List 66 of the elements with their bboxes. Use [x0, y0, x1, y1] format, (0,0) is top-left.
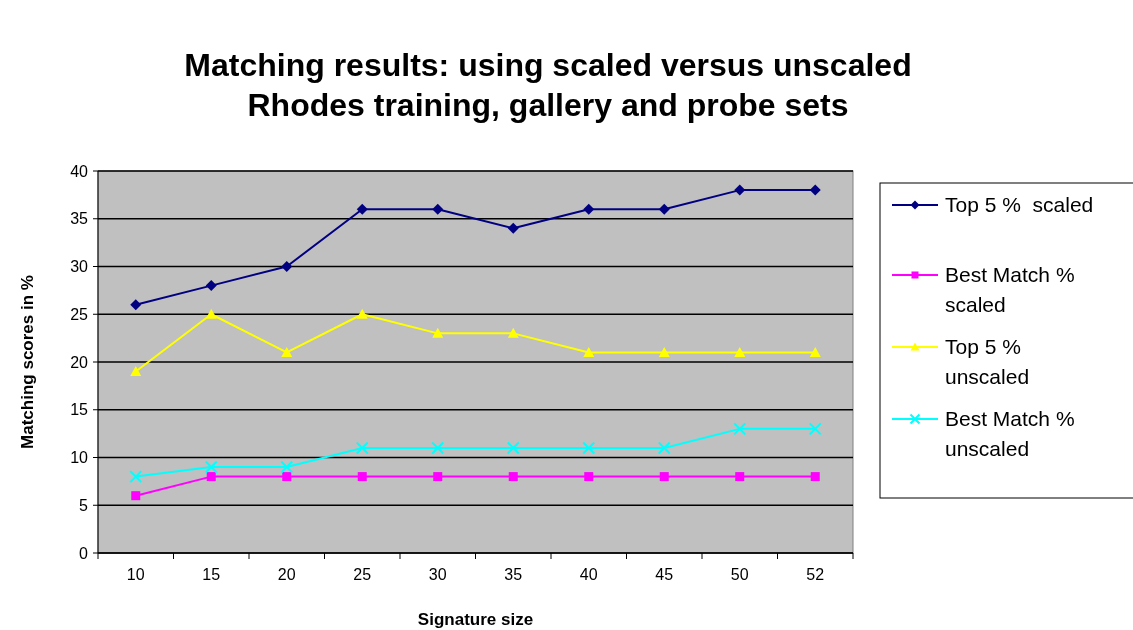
point	[432, 327, 444, 338]
point	[582, 441, 596, 455]
point	[281, 346, 293, 357]
point	[356, 308, 368, 319]
y-tick-label: 10	[70, 449, 89, 467]
point	[355, 441, 369, 455]
point	[657, 441, 671, 455]
y-tick-label: 0	[79, 544, 89, 562]
point	[810, 472, 820, 482]
point	[205, 308, 217, 319]
x-tick-label: 15	[202, 566, 221, 583]
x-tick-label: 35	[504, 566, 523, 583]
y-tick-label: 25	[70, 305, 89, 323]
point	[507, 222, 519, 234]
point	[433, 472, 443, 482]
point	[508, 472, 518, 482]
legend-label: Top 5 % scaled	[945, 193, 1094, 217]
x-tick-label: 50	[730, 566, 749, 583]
point	[431, 441, 445, 455]
point	[204, 460, 218, 474]
x-tick-label: 40	[579, 566, 598, 583]
y-axis-title: Matching scores in %	[18, 275, 37, 449]
point	[280, 460, 294, 474]
point	[658, 203, 670, 215]
point	[432, 203, 444, 215]
y-tick-label: 35	[70, 210, 89, 228]
y-tick-label: 20	[70, 353, 89, 371]
x-tick-label: 25	[353, 566, 372, 583]
y-tick-label: 5	[79, 496, 89, 514]
x-tick-label: 10	[126, 566, 145, 583]
point	[507, 327, 519, 338]
x-tick-label: 20	[277, 566, 296, 583]
chart-title: Matching results: using scaled versus unscaled Rhodes training, gallery and probe sets	[184, 47, 912, 123]
point	[734, 346, 746, 357]
point	[808, 422, 822, 436]
point	[357, 472, 367, 482]
x-tick-label: 30	[428, 566, 447, 583]
point	[659, 472, 669, 482]
point	[809, 184, 821, 196]
point	[129, 470, 143, 484]
legend-label: Best Match % unscaled	[945, 407, 1075, 461]
point	[658, 346, 670, 357]
y-tick-label: 15	[70, 401, 89, 419]
x-tick-label: 45	[655, 566, 674, 583]
legend-label: Top 5 % unscaled	[945, 335, 1030, 389]
point	[733, 422, 747, 436]
legend-label: Best Match % scaled	[945, 263, 1075, 317]
point	[130, 366, 142, 377]
y-tick-label: 40	[70, 162, 89, 180]
point	[506, 441, 520, 455]
point	[206, 472, 216, 482]
point	[205, 280, 217, 292]
point	[734, 184, 746, 196]
point	[583, 203, 595, 215]
x-axis-title: Signature size	[417, 610, 534, 629]
y-tick-label: 30	[70, 258, 89, 276]
point	[131, 491, 141, 501]
point	[735, 472, 745, 482]
point	[130, 299, 142, 311]
point	[356, 203, 368, 215]
point	[583, 346, 595, 357]
point	[281, 261, 293, 272]
point	[584, 472, 594, 482]
point	[282, 472, 292, 482]
x-tick-label: 52	[806, 566, 825, 583]
point	[809, 346, 821, 357]
